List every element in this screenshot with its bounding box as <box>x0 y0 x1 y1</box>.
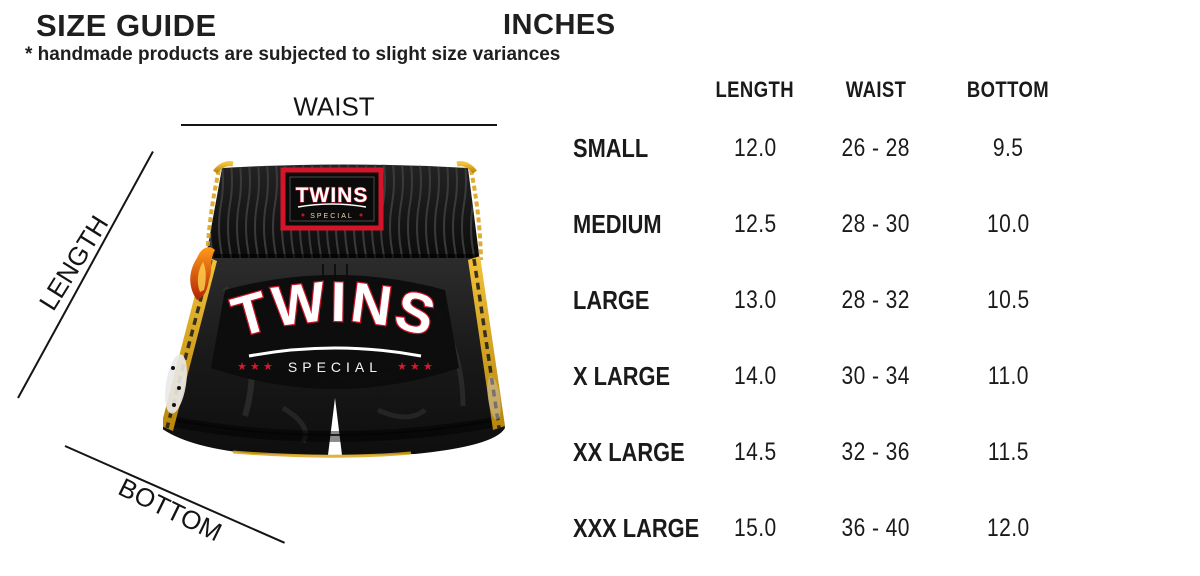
column-header-length: LENGTH <box>715 77 795 102</box>
waist-measure-line <box>181 124 497 126</box>
medium-bottom-value: 10.0 <box>986 209 1030 238</box>
large-length-value: 13.0 <box>733 285 777 314</box>
side-panel-pattern <box>165 354 501 420</box>
length-measure-line <box>17 151 154 399</box>
xx-large-length-value: 14.5 <box>733 437 777 466</box>
row-label-xx-large: XX LARGE <box>573 436 685 467</box>
x-large-waist-value: 30 - 34 <box>841 361 911 390</box>
row-label-medium: MEDIUM <box>573 208 662 239</box>
logo-stars-left: ★ ★ ★ <box>237 361 273 373</box>
size-table: LENGTH WAIST BOTTOM SMALL 12.0 26 - 28 9… <box>560 70 1084 566</box>
x-large-length-value: 14.0 <box>733 361 777 390</box>
large-bottom-value: 10.5 <box>986 285 1030 314</box>
twins-logo: TWINS ★ ★ ★ SPECIAL ★ ★ ★ <box>211 268 459 389</box>
row-label-large: LARGE <box>573 284 650 315</box>
row-label-x-large: X LARGE <box>573 360 671 391</box>
unit-label: INCHES <box>503 9 616 41</box>
length-measure-label: LENGTH <box>32 210 115 316</box>
table-corner-cell <box>560 70 690 110</box>
row-label-xxx-large: XXX LARGE <box>573 512 700 543</box>
flame-accent <box>190 247 215 300</box>
small-bottom-value: 9.5 <box>992 133 1024 162</box>
medium-length-value: 12.5 <box>733 209 777 238</box>
xx-large-waist-value: 32 - 36 <box>841 437 911 466</box>
x-large-bottom-value: 11.0 <box>987 361 1029 390</box>
patch-special-text: SPECIAL <box>310 213 354 220</box>
xx-large-bottom-value: 11.5 <box>987 437 1029 466</box>
disclaimer-note: * handmade products are subjected to sli… <box>25 44 561 65</box>
waistband-patch: TWINS SPECIAL <box>280 167 384 231</box>
shorts-product-image: TWINS ★ ★ ★ SPECIAL ★ ★ ★ TWINS SPECIAL <box>163 161 505 458</box>
row-label-small: SMALL <box>573 132 649 163</box>
logo-special-text: SPECIAL <box>288 359 382 375</box>
column-header-waist: WAIST <box>845 77 907 102</box>
xxx-large-bottom-value: 12.0 <box>986 513 1030 542</box>
small-length-value: 12.0 <box>733 133 777 162</box>
waist-measure-label: WAIST <box>293 91 375 122</box>
small-waist-value: 26 - 28 <box>841 133 911 162</box>
xxx-large-waist-value: 36 - 40 <box>841 513 911 542</box>
xxx-large-length-value: 15.0 <box>733 513 777 542</box>
page-title: SIZE GUIDE <box>36 8 217 43</box>
medium-waist-value: 28 - 30 <box>841 209 911 238</box>
large-waist-value: 28 - 32 <box>841 285 911 314</box>
logo-stars-right: ★ ★ ★ <box>397 361 433 373</box>
column-header-bottom: BOTTOM <box>966 77 1050 102</box>
